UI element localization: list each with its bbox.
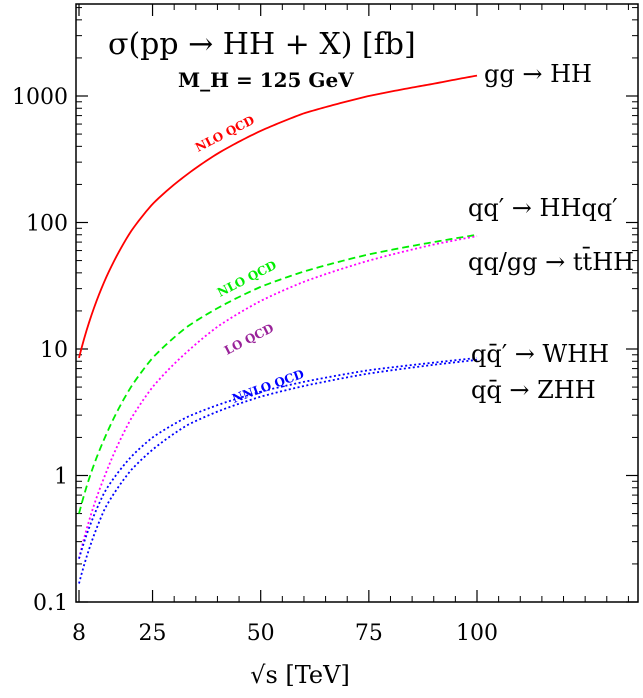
process-label-4: qq̄ → ZHH	[471, 376, 596, 404]
axis-tick-labels: 0.1 1 10 100 1000 8 25 50 75 100	[12, 85, 498, 646]
series-line-3	[78, 357, 478, 559]
series-line-1	[78, 233, 478, 514]
plot-frame	[75, 3, 639, 603]
chart-title: σ(pp → HH + X) [fb]	[108, 27, 416, 62]
axis-ticks	[76, 4, 638, 603]
x-tick-label: 8	[72, 621, 86, 646]
order-label-2: LO QCD	[222, 321, 276, 358]
process-label-2: qq/gg → tt̄HH	[468, 247, 634, 276]
x-tick-label: 25	[139, 621, 167, 646]
curves	[78, 74, 478, 584]
y-tick-label: 0.1	[33, 591, 68, 616]
process-label-1: qq′ → HHqq′	[468, 194, 618, 222]
series-line-0	[78, 74, 478, 359]
y-tick-label: 1000	[12, 85, 68, 110]
process-label-0: gg → HH	[484, 60, 592, 88]
chart-subtitle: M_H = 125 GeV	[178, 68, 354, 92]
y-tick-label: 100	[26, 212, 68, 237]
y-tick-label: 1	[54, 465, 68, 490]
order-label-3: NNLO QCD	[230, 367, 306, 406]
series-line-4	[78, 359, 478, 584]
x-tick-label: 50	[247, 621, 275, 646]
process-label-3: qq̄′ → WHH	[471, 340, 609, 368]
series-line-2	[78, 235, 478, 559]
curve-annotations: gg → HH qq′ → HHqq′ qq/gg → tt̄HH qq̄′ → WH…	[193, 60, 634, 406]
x-tick-label: 100	[456, 621, 498, 646]
y-tick-label: 10	[40, 338, 68, 363]
x-tick-label: 75	[355, 621, 383, 646]
x-axis-label: √s [TeV]	[250, 661, 350, 689]
